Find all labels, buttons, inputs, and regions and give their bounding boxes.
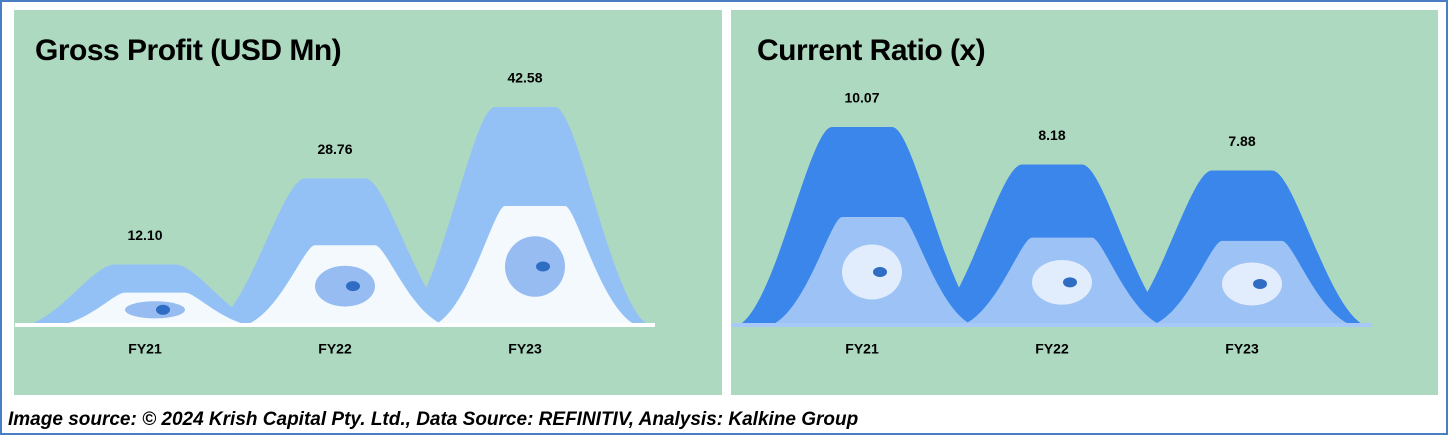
x-tick-label: FY21 [845, 341, 879, 357]
dot [536, 261, 550, 272]
spot [1032, 259, 1092, 305]
data-label: 28.76 [317, 141, 352, 157]
spot [125, 301, 185, 319]
dot [156, 304, 170, 315]
base-strip [15, 323, 655, 327]
spot [842, 244, 902, 300]
x-tick-label: FY23 [1225, 341, 1259, 357]
data-label: 42.58 [507, 70, 542, 86]
x-tick-label: FY21 [128, 341, 162, 357]
spot [1222, 262, 1282, 306]
x-tick-label: FY22 [1035, 341, 1069, 357]
dot [1063, 277, 1077, 288]
chart-title: Current Ratio (x) [757, 34, 985, 67]
dot [1253, 278, 1267, 289]
data-label: 7.88 [1228, 133, 1255, 149]
x-tick-label: FY23 [508, 341, 542, 357]
source-note: Image source: © 2024 Krish Capital Pty. … [8, 409, 858, 430]
spot [505, 236, 565, 297]
data-label: 8.18 [1038, 127, 1065, 143]
dot [346, 281, 360, 292]
base-strip [732, 323, 1372, 327]
x-tick-label: FY22 [318, 341, 352, 357]
chart-title: Gross Profit (USD Mn) [35, 34, 341, 67]
data-label: 12.10 [127, 227, 162, 243]
data-label: 10.07 [844, 90, 879, 106]
dot [873, 267, 887, 277]
spot [315, 265, 375, 307]
